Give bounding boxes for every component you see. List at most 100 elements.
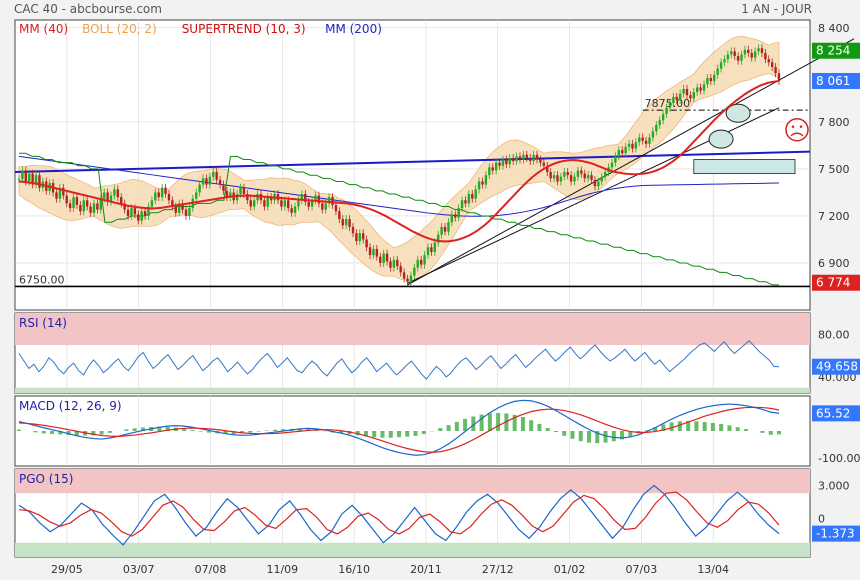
candle-body	[436, 234, 440, 243]
candle-body	[28, 173, 31, 182]
macd-histogram-bar	[777, 431, 781, 435]
sad-face-eye	[791, 125, 795, 129]
macd-histogram-bar	[41, 431, 46, 434]
macd-histogram-bar	[570, 431, 575, 439]
support-label-6750: 6750.00	[19, 273, 65, 286]
candle-body	[205, 178, 208, 185]
y-tick-label: -100.00	[818, 452, 860, 465]
macd-histogram-bar	[743, 429, 748, 431]
macd-histogram-bar	[446, 425, 451, 431]
candle-body	[116, 189, 120, 198]
candle-body	[675, 96, 678, 100]
candle-body	[406, 278, 409, 282]
candle-body	[341, 219, 344, 226]
candle-body	[593, 179, 597, 187]
candle-body	[375, 248, 379, 257]
candle-body	[385, 253, 389, 262]
macd-histogram-bar	[140, 427, 145, 431]
macd-histogram-bar	[50, 431, 55, 434]
consolidation-zone	[693, 159, 796, 175]
candle-body	[399, 266, 402, 273]
candle-body	[92, 203, 96, 213]
value-tag	[812, 405, 860, 422]
macd-histogram-bar	[479, 414, 484, 431]
candle-body	[443, 226, 447, 232]
macd-histogram-bar	[644, 430, 649, 431]
candle-body	[79, 204, 82, 212]
resistance-label-7875: 7875.00	[645, 97, 691, 110]
panel-title: PGO (15)	[19, 472, 73, 486]
highlight-circle	[725, 103, 751, 123]
x-tick-label: 07/03	[626, 563, 658, 576]
candle-body	[358, 233, 362, 242]
macd-histogram-bar	[686, 421, 691, 431]
macd-histogram-bar	[661, 424, 666, 431]
candle-body	[658, 120, 661, 126]
candle-body	[201, 178, 205, 185]
candle-body	[767, 59, 770, 63]
candle-body	[208, 176, 212, 185]
macd-histogram-bar	[421, 431, 426, 434]
candle-body	[355, 233, 358, 242]
candle-body	[171, 200, 174, 207]
macd-histogram-bar	[677, 421, 682, 431]
candle-body	[157, 192, 160, 198]
sad-face-icon	[785, 117, 809, 142]
candle-body	[747, 49, 750, 53]
candle-body	[392, 259, 396, 268]
macd-histogram-bar	[58, 431, 63, 435]
macd-histogram-bar	[33, 431, 38, 433]
macd-histogram-bar	[388, 431, 393, 438]
candle-body	[327, 197, 331, 204]
candle-body	[283, 200, 287, 207]
candle-body	[481, 181, 484, 185]
candle-body	[263, 200, 266, 207]
candle-body	[147, 206, 150, 216]
macd-histogram-bar	[248, 431, 253, 433]
candle-body	[65, 195, 68, 204]
macd-histogram-bar	[132, 428, 137, 431]
candle-body	[529, 157, 532, 162]
candle-body	[498, 162, 501, 166]
candle-body	[634, 142, 638, 149]
candle-body	[252, 200, 256, 207]
candle-body	[188, 208, 191, 216]
candle-body	[433, 242, 436, 252]
y-tick-label: 8 400	[818, 22, 850, 35]
highlight-circle	[708, 129, 734, 149]
candle-body	[454, 214, 457, 218]
y-tick-label: 7 800	[818, 116, 850, 129]
price-tag-red	[812, 274, 860, 291]
macd-histogram-bar	[537, 424, 542, 431]
candle-body	[600, 176, 603, 182]
macd-histogram-bar	[620, 431, 625, 440]
candle-body	[518, 156, 522, 160]
candle-body	[389, 261, 392, 268]
candle-body	[137, 214, 140, 221]
legend-entry: SUPERTREND (10, 3)	[182, 22, 306, 36]
price-tag-blue	[812, 72, 860, 89]
candle-body	[297, 200, 300, 207]
macd-histogram-bar	[91, 431, 96, 436]
macd-histogram-bar	[438, 428, 443, 431]
candle-body	[719, 62, 723, 69]
macd-histogram-bar	[339, 431, 344, 434]
overbought-zone	[15, 469, 810, 494]
candle-body	[464, 200, 467, 204]
candle-body	[266, 197, 269, 207]
macd-histogram-bar	[628, 431, 633, 437]
legend-entry: BOLL (20, 2)	[82, 22, 157, 36]
candle-body	[638, 137, 641, 143]
value-tag-label: 49.658	[816, 360, 858, 374]
macd-histogram-bar	[363, 431, 368, 437]
candle-body	[396, 259, 399, 267]
candle-body	[610, 162, 614, 168]
candle-body	[692, 92, 695, 99]
x-tick-label: 27/12	[482, 563, 514, 576]
macd-histogram-bar	[107, 431, 112, 433]
candle-body	[154, 192, 157, 201]
macd-histogram-bar	[735, 427, 740, 431]
candle-body	[72, 197, 75, 209]
candle-body	[726, 54, 730, 60]
candle-body	[68, 203, 72, 209]
